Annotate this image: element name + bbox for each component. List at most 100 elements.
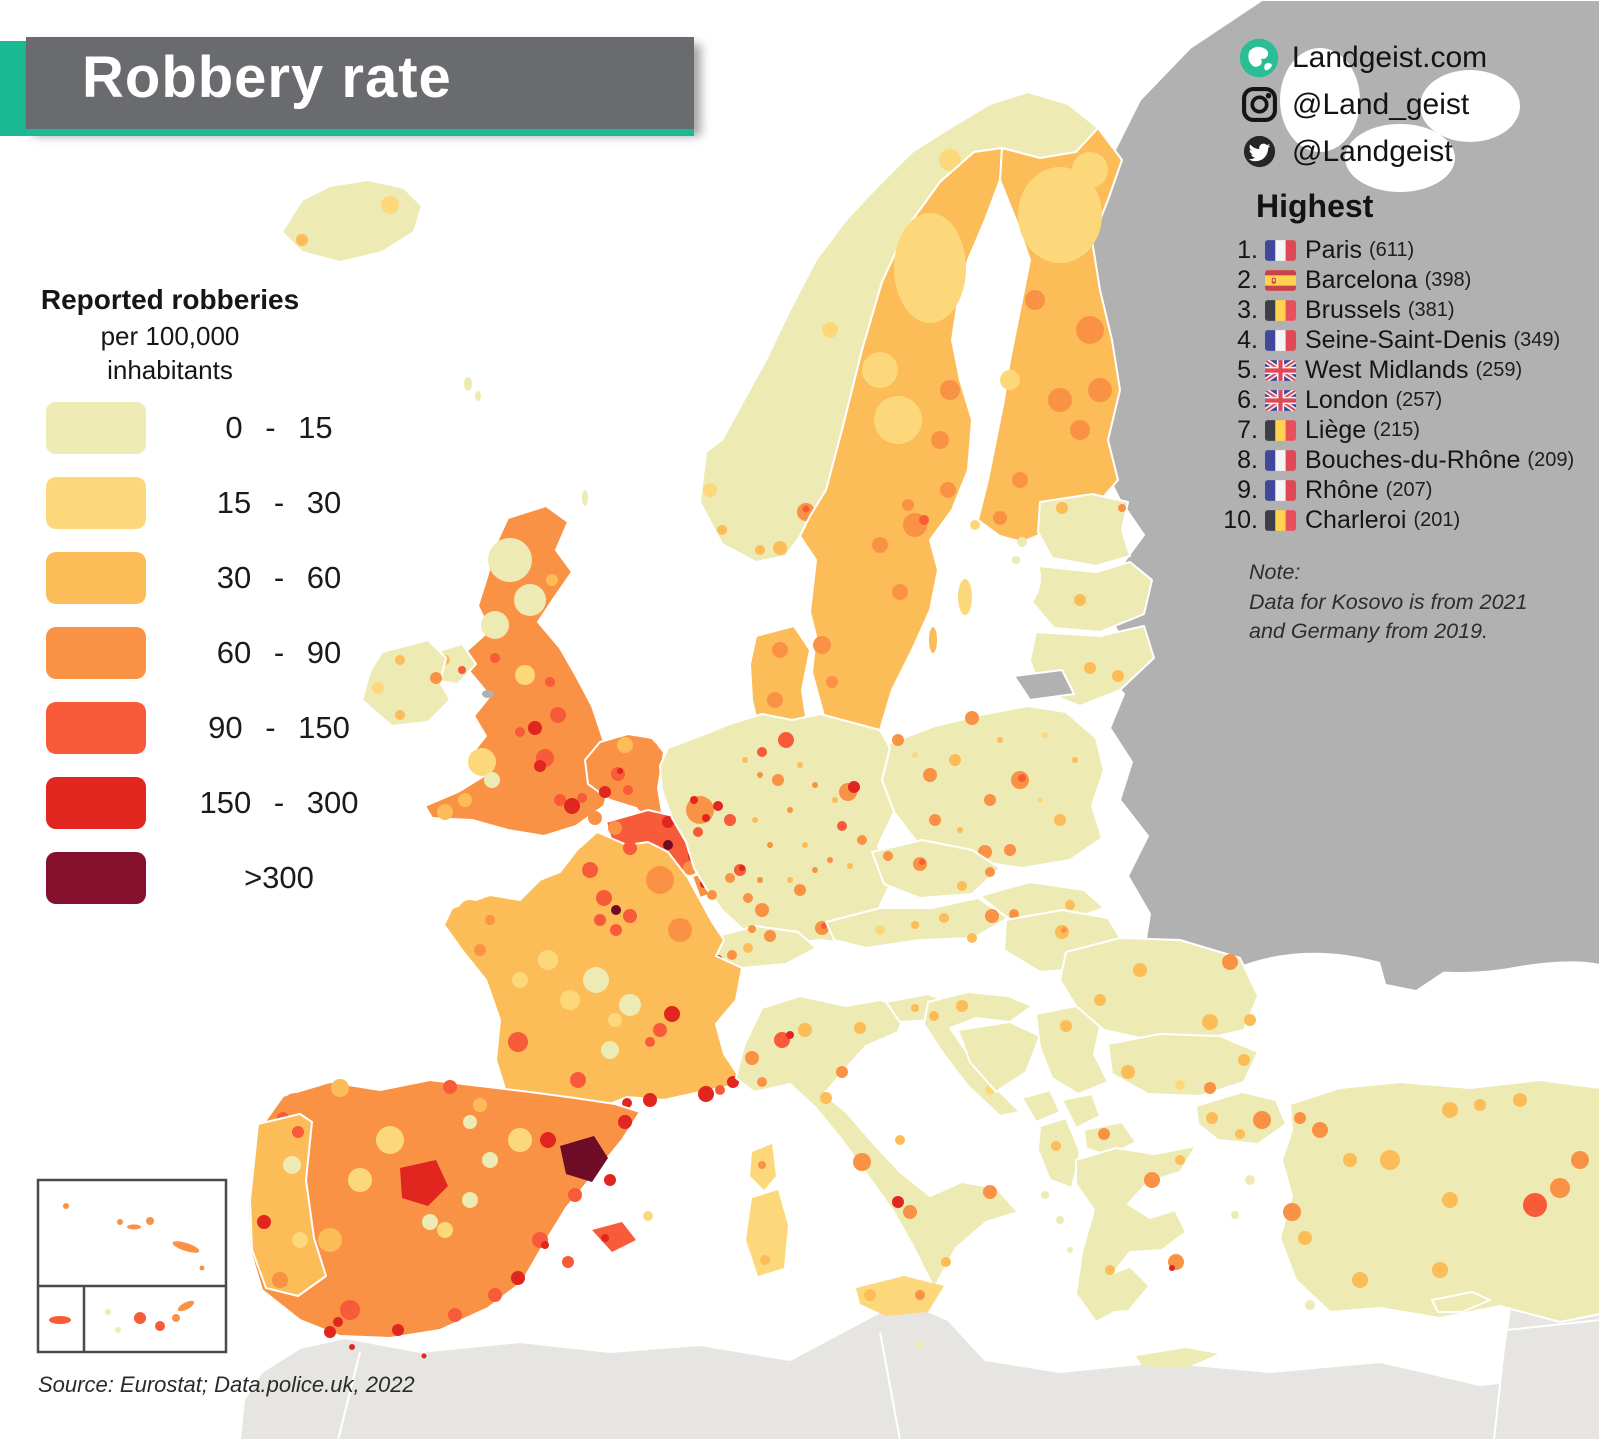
twitter-icon: [1234, 128, 1284, 175]
note-line-1: Note:: [1249, 560, 1301, 584]
globe-icon: [1234, 34, 1284, 81]
country-romania: [1059, 937, 1259, 1041]
branding-instagram-row: @Land_geist: [1234, 81, 1487, 128]
branding-block: Landgeist.com @Land_geist @Landgeist: [1234, 34, 1487, 175]
legend-heading-line2: per 100,000: [100, 320, 240, 351]
legend-label: 60 - 90: [216, 635, 342, 670]
country-albania: [1037, 1117, 1081, 1189]
region-name: West Midlands: [1305, 355, 1469, 384]
instagram-handle: @Land_geist: [1292, 87, 1470, 121]
robbery-rate-value: (215): [1373, 418, 1420, 441]
country-serbia: [1035, 1005, 1109, 1095]
highest-list-item: 7. Liège (215): [1206, 415, 1596, 445]
page-title: Robbery rate: [82, 45, 452, 110]
region-balearic-islands: [562, 1211, 653, 1268]
rank-number: 10.: [1223, 505, 1258, 534]
legend-heading-line3: inhabitants: [107, 355, 233, 386]
region-name: Liège: [1305, 415, 1367, 444]
branding-twitter-row: @Landgeist: [1234, 128, 1487, 175]
gb-flag-icon: [1265, 389, 1296, 411]
country-finland: [970, 127, 1123, 543]
region-name: London: [1305, 385, 1389, 414]
legend-label: 150 - 300: [199, 785, 359, 820]
country-iceland: [281, 179, 423, 263]
legend-swatch: [46, 702, 146, 754]
region-name: Charleroi: [1305, 505, 1407, 534]
rank-number: 8.: [1237, 445, 1258, 474]
country-greece: [1041, 1145, 1218, 1368]
legend-swatch: [46, 852, 146, 904]
website-label: Landgeist.com: [1292, 40, 1488, 74]
region-name: Paris: [1305, 235, 1362, 264]
legend-row: 150 - 300: [46, 777, 374, 829]
legend-heading-bold: Reported robberies: [40, 284, 300, 315]
be-flag-icon: [1265, 299, 1296, 321]
fr-flag-icon: [1265, 329, 1296, 351]
be-flag-icon: [1265, 509, 1296, 531]
legend-swatch: [46, 402, 146, 454]
robbery-rate-value: (381): [1407, 298, 1455, 321]
highest-list-item: 2. Barcelona (398): [1206, 265, 1596, 295]
robbery-rate-value: (349): [1513, 328, 1561, 351]
rank-number: 1.: [1237, 235, 1258, 264]
instagram-icon: [1234, 81, 1284, 128]
rank-number: 3.: [1237, 295, 1258, 324]
country-bosnia: [957, 1021, 1041, 1093]
region-name: Brussels: [1305, 295, 1401, 324]
country-north-macedonia: [1083, 1121, 1137, 1157]
robbery-rate-value: (201): [1413, 508, 1461, 531]
be-flag-icon: [1265, 419, 1296, 441]
islands-inset: [36, 1178, 228, 1354]
branding-website-row: Landgeist.com: [1234, 34, 1487, 81]
country-estonia: [1012, 493, 1131, 567]
country-netherlands: [584, 733, 665, 825]
legend: 0 - 15 15 - 30 30 - 60 60 - 90 90 - 150 150 -…: [46, 402, 374, 927]
region-name: Bouches-du-Rhône: [1305, 445, 1521, 474]
legend-label: 90 - 150: [208, 710, 350, 745]
country-france: [443, 831, 776, 1190]
country-italy: [735, 995, 1019, 1349]
country-germany: [659, 713, 895, 947]
country-turkey: [1195, 1079, 1600, 1323]
robbery-rate-value: (398): [1424, 268, 1472, 291]
country-spain: [247, 1079, 641, 1339]
rank-number: 9.: [1237, 475, 1258, 504]
country-montenegro: [1021, 1089, 1061, 1123]
legend-swatch: [46, 552, 146, 604]
legend-label: 15 - 30: [216, 485, 342, 520]
legend-label: 0 - 15: [225, 410, 333, 445]
isle-of-man: [482, 690, 494, 698]
black-sea: [1229, 952, 1600, 1080]
note-line-2: Data for Kosovo is from 2021: [1249, 589, 1528, 614]
highest-list-item: 10. Charleroi (201): [1206, 505, 1596, 535]
germany-district-speckles: [742, 757, 853, 883]
note-line-3: and Germany from 2019.: [1249, 619, 1489, 644]
banner-underline: [26, 129, 694, 136]
source-attribution: Source: Eurostat; Data.police.uk, 2022: [38, 1372, 415, 1397]
highest-list: 1. Paris (611) 2. Barcelona (398) 3. Brussels (3…: [1206, 235, 1596, 535]
robbery-rate-value: (209): [1527, 448, 1575, 471]
legend-row: 15 - 30: [46, 477, 374, 529]
fr-flag-icon: [1265, 449, 1296, 471]
highest-list-item: 3. Brussels (381): [1206, 295, 1596, 325]
highest-ranking: Highest 1. Paris (611) 2. Barcelona (398) 3. Br…: [1206, 188, 1596, 535]
robbery-rate-value: (259): [1475, 358, 1523, 381]
legend-label: 30 - 60: [216, 560, 342, 595]
legend-row: 60 - 90: [46, 627, 374, 679]
fr-flag-icon: [1265, 479, 1296, 501]
highest-heading: Highest: [1256, 188, 1374, 224]
region-name: Rhône: [1305, 475, 1379, 504]
highest-list-item: 9. Rhône (207): [1206, 475, 1596, 505]
highest-list-item: 8. Bouches-du-Rhône (209): [1206, 445, 1596, 475]
legend-label: >300: [244, 860, 314, 895]
highest-list-item: 6. London (257): [1206, 385, 1596, 415]
legend-row: 30 - 60: [46, 552, 374, 604]
country-kosovo: [1061, 1093, 1101, 1129]
country-poland: [881, 705, 1105, 869]
country-latvia: [1031, 561, 1153, 633]
legend-swatch: [46, 777, 146, 829]
legend-row: 90 - 150: [46, 702, 374, 754]
es-flag-icon: [1265, 269, 1296, 291]
robbery-rate-value: (207): [1385, 478, 1433, 501]
